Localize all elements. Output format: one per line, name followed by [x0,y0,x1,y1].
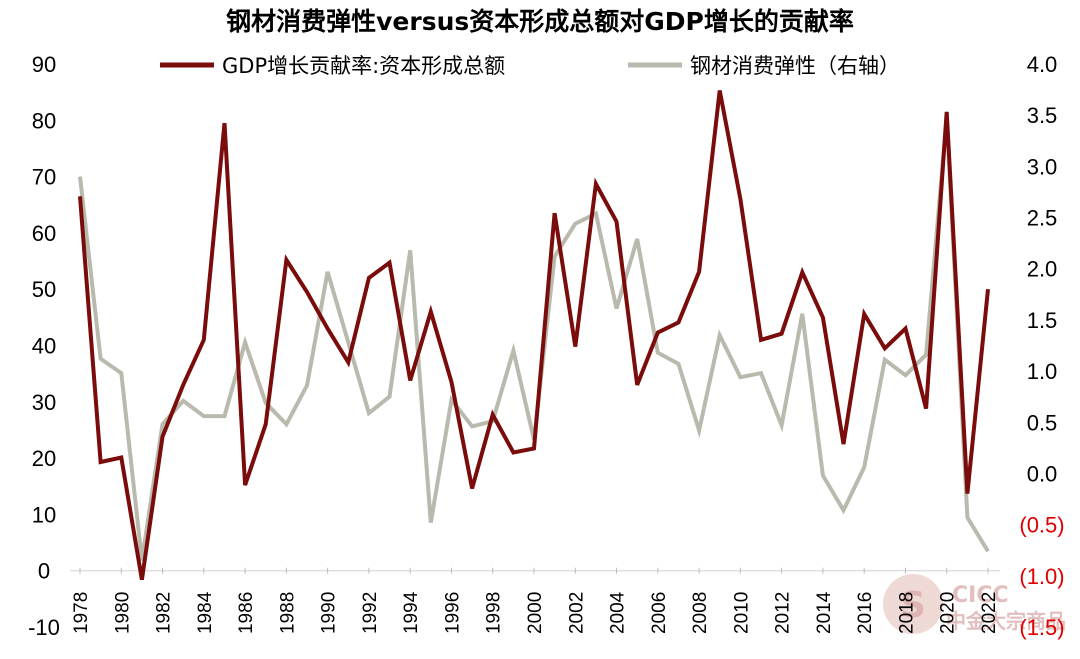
x-tick-label: 2002 [566,592,587,634]
y-left-tick-label: 30 [32,390,56,415]
x-tick-label: 1986 [236,592,257,634]
y-right-tick-label: (1.0) [1019,564,1064,589]
y-left-tick-label: 80 [32,108,56,133]
x-tick-label: 2014 [814,591,835,634]
x-tick-label: 1982 [154,592,175,634]
y-right-tick-label: 0.0 [1027,461,1058,486]
chart-title: 钢材消费弹性versus资本形成总额对GDP增长的贡献率 [226,7,854,36]
x-tick-label: 1984 [195,591,216,634]
x-tick-label: 1988 [277,592,298,634]
x-tick-label: 2008 [690,592,711,634]
watermark-logo-mark: S [900,585,926,626]
y-left-tick-label: 70 [32,165,56,190]
watermark-logo [883,574,943,634]
legend-label-steel: 钢材消费弹性（右轴） [690,54,900,78]
y-left-tick-label: 0 [38,559,50,584]
y-left-tick-label: -10 [28,615,60,640]
y-left-tick-label: 90 [32,52,56,77]
y-right-tick-label: 3.5 [1027,103,1058,128]
x-tick-label: 1980 [112,592,133,634]
series-line-gdp-contribution [78,90,990,581]
x-tick-label: 2012 [773,592,794,634]
y-left-tick-label: 40 [32,334,56,359]
y-left-tick-label: 20 [32,446,56,471]
y-right-tick-label: 1.5 [1027,308,1058,333]
series-layer [78,90,990,581]
x-tick-label: 1998 [484,592,505,634]
x-tick-label: 2018 [896,592,917,634]
x-tick-label: 2010 [731,592,752,634]
x-tick-label: 1978 [71,592,92,634]
x-tick-label: 2006 [649,592,670,634]
y-right-tick-label: 2.5 [1027,206,1058,231]
y-left-tick-label: 50 [32,277,56,302]
y-right-tick-label: 4.0 [1027,52,1058,77]
y-right-tick-label: 1.0 [1027,359,1058,384]
y-right-tick-label: (1.5) [1019,615,1064,640]
watermark: S CICC 中金大宗商品 [883,574,1066,634]
series-line-steel-elasticity [78,117,990,561]
legend-label-gdp: GDP增长贡献率:资本形成总额 [222,54,505,78]
watermark-text: 中金大宗商品 [946,609,1066,633]
x-tick-label: 1992 [360,592,381,634]
x-tick-label: 1996 [442,592,463,634]
x-tick-label: 2004 [608,591,629,634]
y-right-tick-label: 0.5 [1027,410,1058,435]
y-right-tick-label: 2.0 [1027,257,1058,282]
x-tick-label: 1990 [319,592,340,634]
x-tick-label: 2000 [525,592,546,634]
axes: 9080706050403020100-104.03.53.02.52.01.5… [28,52,1065,640]
y-right-tick-label: (0.5) [1019,513,1064,538]
y-right-tick-label: 3.0 [1027,154,1058,179]
x-tick-label: 2016 [855,592,876,634]
x-tick-label: 1994 [401,591,422,634]
y-left-tick-label: 60 [32,221,56,246]
x-tick-label: 2020 [938,592,959,634]
watermark-cicc: CICC [952,583,1009,608]
x-tick-label: 2022 [979,592,1000,634]
y-left-tick-label: 10 [32,502,56,527]
legend: GDP增长贡献率:资本形成总额 钢材消费弹性（右轴） [160,54,900,78]
